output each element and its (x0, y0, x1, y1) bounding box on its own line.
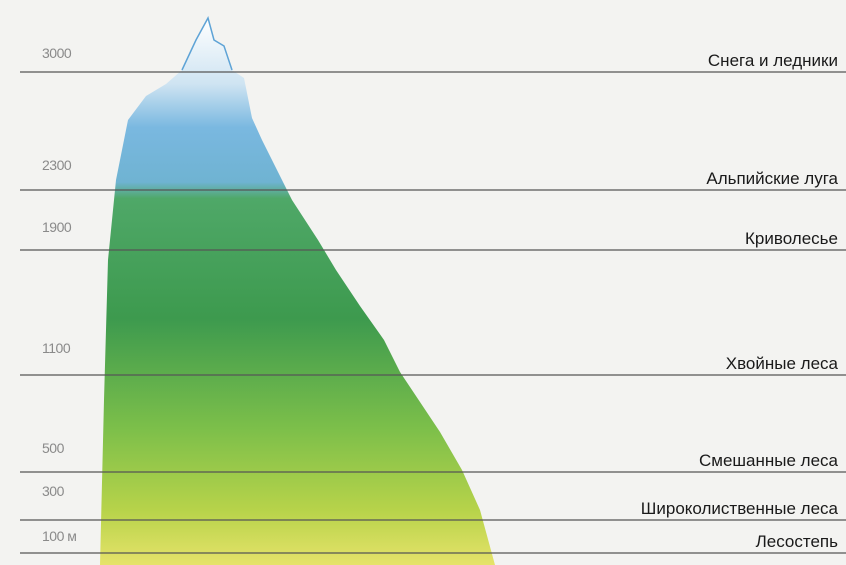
zone-label: Лесостепь (756, 532, 839, 551)
elevation-label: 100 м (42, 528, 76, 544)
elevation-label: 300 (42, 483, 65, 499)
zone-label: Широколиственные леса (641, 499, 839, 518)
elevation-label: 1100 (42, 340, 71, 356)
altitude-zones-diagram: 3000 Снега и ледники 2300 Альпийские луга 19… (0, 0, 846, 565)
zone-label: Криволесье (745, 229, 838, 248)
zone-label: Смешанные леса (699, 451, 839, 470)
elevation-label: 500 (42, 440, 65, 456)
elevation-label: 1900 (42, 219, 72, 235)
zone-label: Снега и ледники (708, 51, 838, 70)
elevation-label: 3000 (42, 45, 72, 61)
zone-label: Хвойные леса (726, 354, 839, 373)
zone-label: Альпийские луга (706, 169, 838, 188)
elevation-label: 2300 (42, 157, 72, 173)
page: {"levels": [ {"elevation": "3000", "zone… (0, 0, 846, 565)
